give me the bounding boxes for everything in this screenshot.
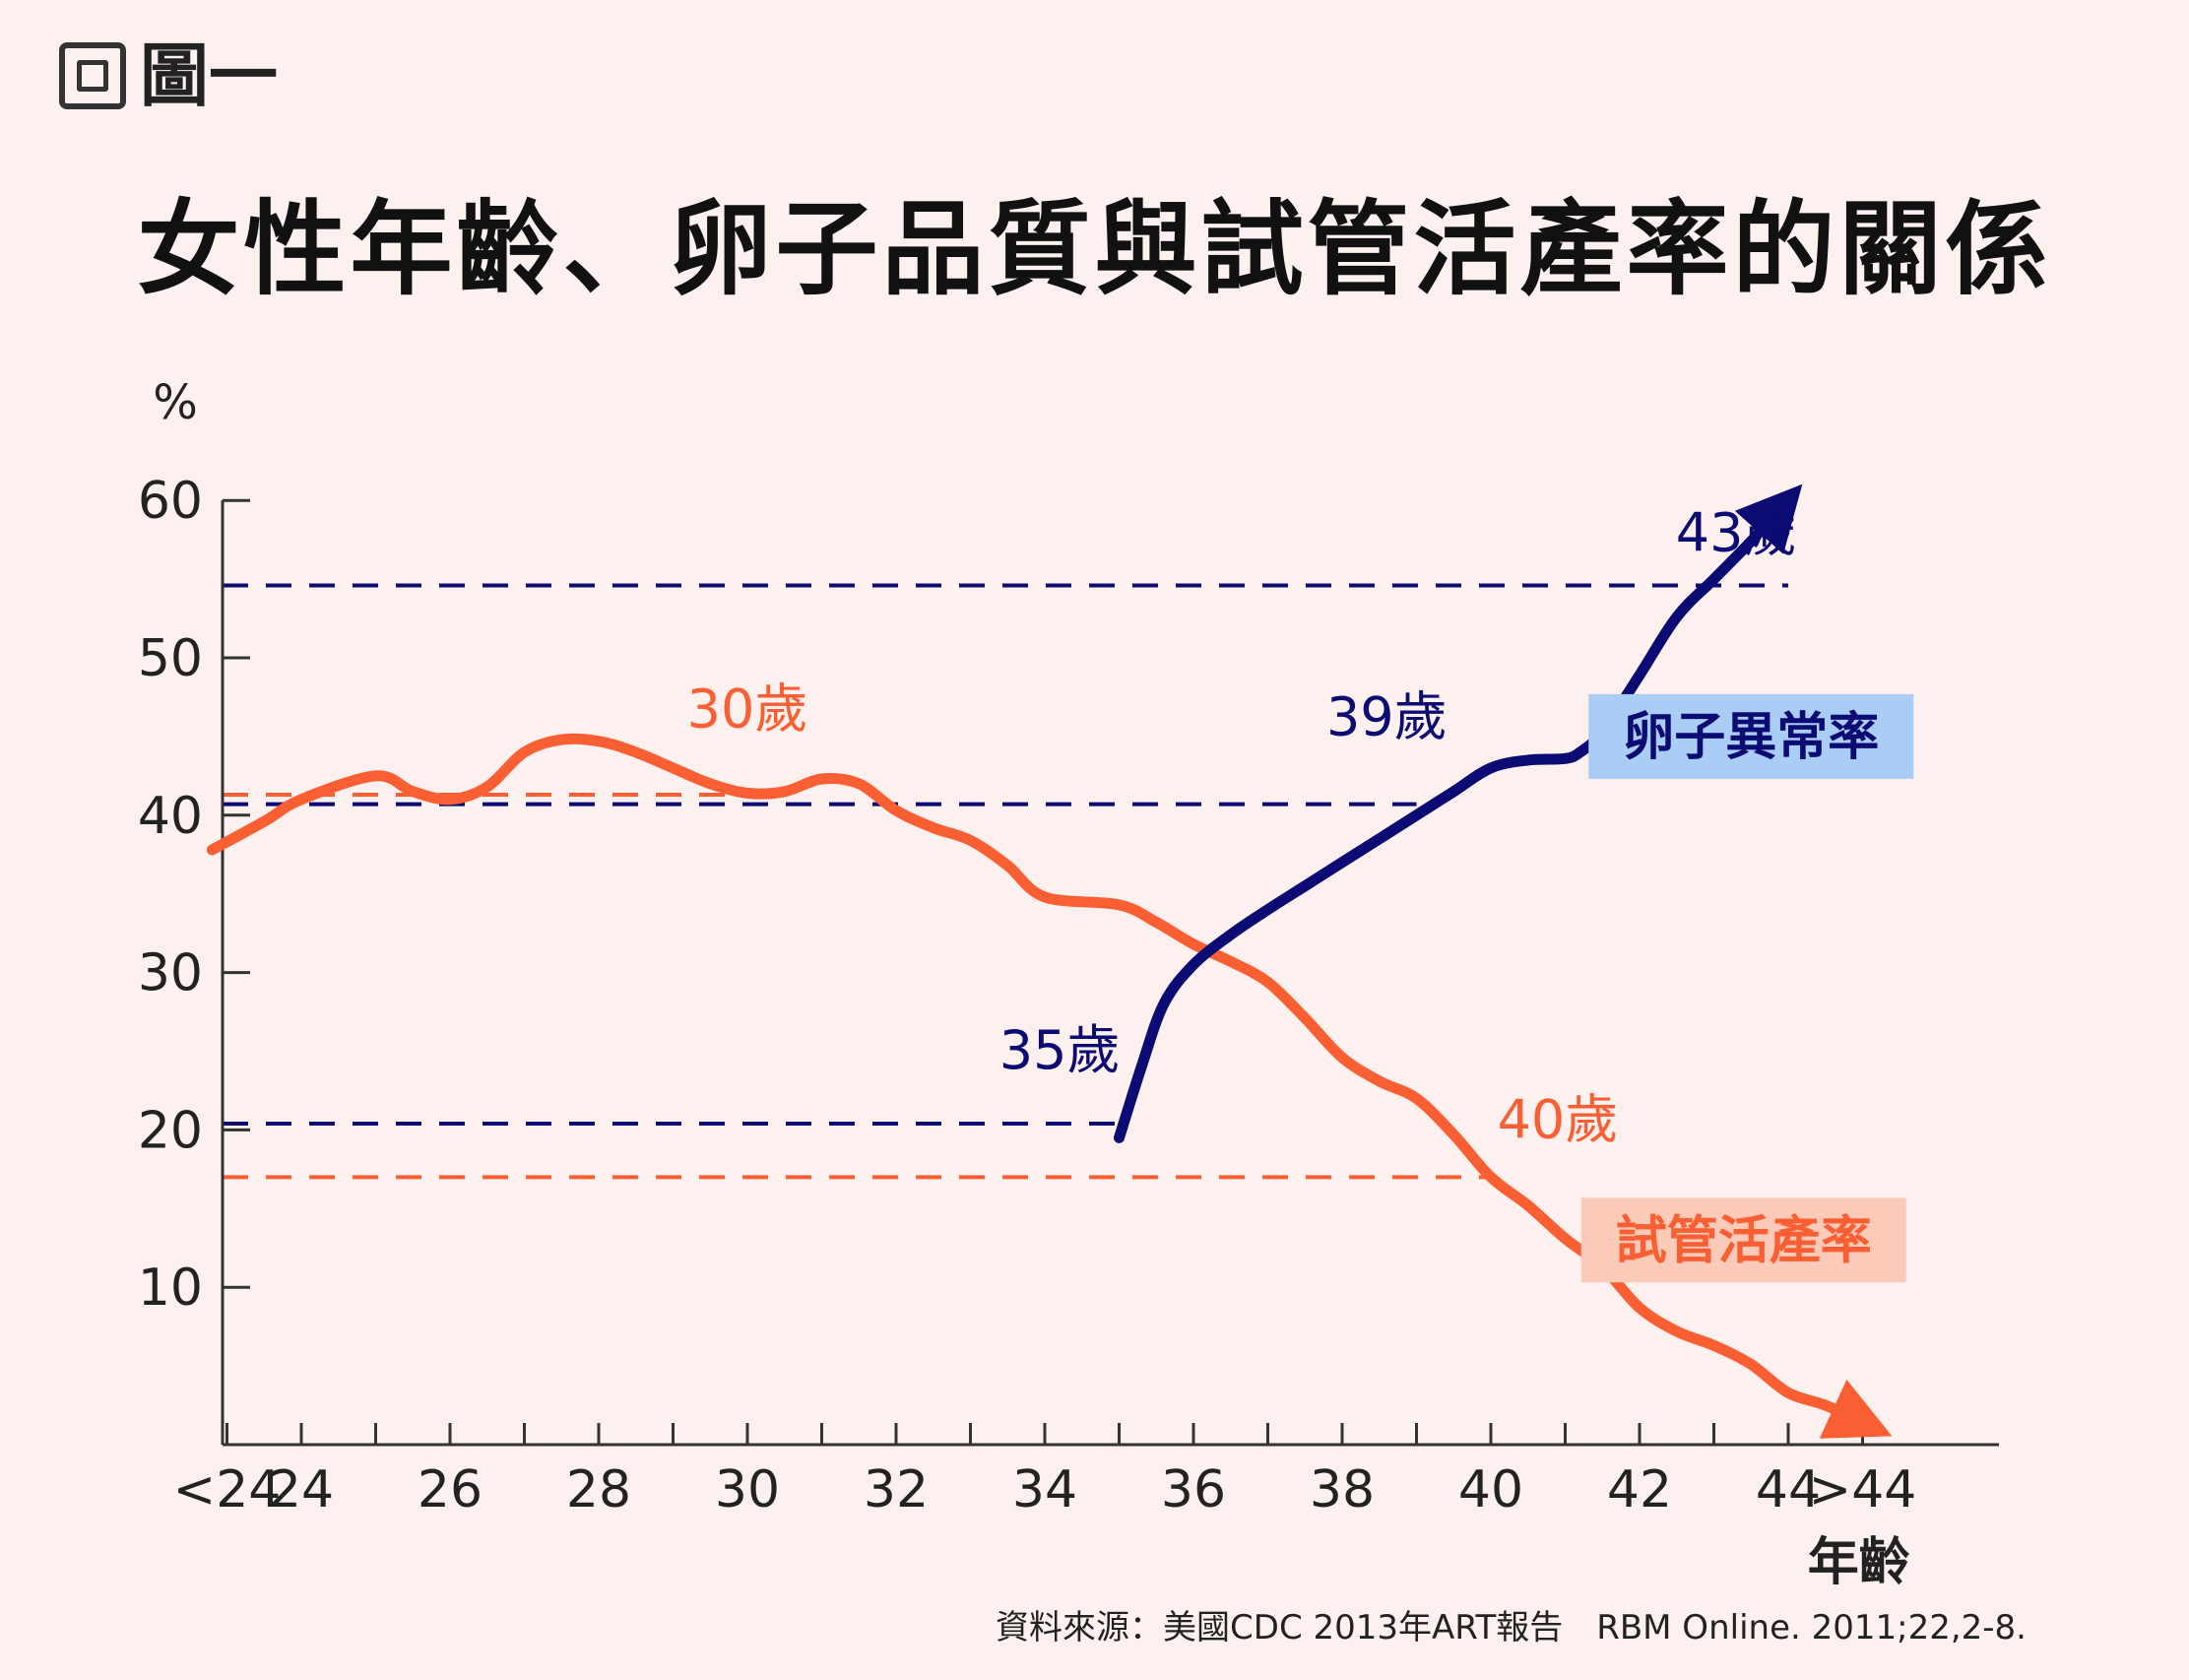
x-axis-label: 年齡 xyxy=(1808,1533,1910,1592)
figure-label: 圖一 xyxy=(59,41,278,110)
x-tick-label: 38 xyxy=(1310,1460,1375,1519)
x-tick-label: 34 xyxy=(1012,1460,1077,1519)
y-tick-label: 30 xyxy=(138,944,203,1003)
source-note: 資料來源：美國CDC 2013年ART報告 RBM Online. 2011;2… xyxy=(996,1608,2027,1648)
legend-ivf-live-birth-label: 試管活產率 xyxy=(1616,1211,1872,1270)
annotation-label: 35歲 xyxy=(999,1019,1121,1081)
legend-egg-abnormality-box xyxy=(1588,693,1914,779)
x-tick-label: 36 xyxy=(1161,1460,1226,1519)
x-tick-label: 44 xyxy=(1756,1460,1821,1519)
page-title: 女性年齡、卵子品質與試管活產率的關係 xyxy=(137,188,2052,309)
y-tick-label: 60 xyxy=(138,472,203,531)
x-tick-label: >44 xyxy=(1809,1460,1917,1519)
figure-label-text: 圖一 xyxy=(140,34,278,116)
x-tick-label: 24 xyxy=(269,1460,334,1519)
x-tick-label: 40 xyxy=(1458,1460,1523,1519)
annotation-label: 40歲 xyxy=(1498,1088,1619,1150)
y-axis-label: % xyxy=(153,375,198,430)
legend-egg-abnormality-label: 卵子異常率 xyxy=(1623,708,1879,767)
annotation-label: 30歲 xyxy=(687,678,808,740)
y-tick-label: 40 xyxy=(138,787,203,846)
annotation-label: 43歲 xyxy=(1676,501,1797,563)
y-tick-label: 10 xyxy=(138,1259,203,1318)
x-tick-label: 26 xyxy=(418,1460,483,1519)
egg-abnormality-rate-line xyxy=(1114,484,1803,1143)
legend-ivf-live-birth-box xyxy=(1580,1197,1906,1283)
x-tick-label: 42 xyxy=(1607,1460,1672,1519)
annotation-label: 39歲 xyxy=(1326,685,1448,747)
x-tick-label: 28 xyxy=(566,1460,631,1519)
figure-icon xyxy=(59,42,126,109)
x-tick-label: <24 xyxy=(173,1460,282,1519)
y-tick-label: 20 xyxy=(138,1101,203,1160)
y-tick-label: 50 xyxy=(138,629,203,688)
x-tick-label: 30 xyxy=(715,1460,780,1519)
x-tick-label: 32 xyxy=(864,1460,929,1519)
